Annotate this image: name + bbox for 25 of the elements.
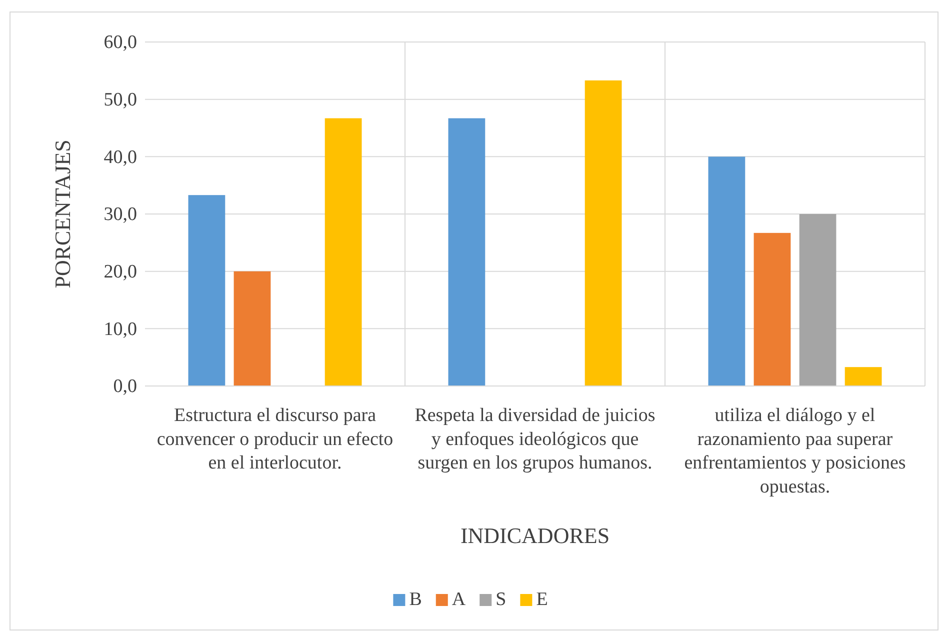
legend-label: B [409, 589, 422, 610]
y-tick-label: 50,0 [104, 89, 137, 110]
y-tick-label: 30,0 [104, 204, 137, 226]
bar [324, 118, 362, 386]
legend-label: E [536, 589, 548, 610]
x-tick-label: Respeta la diversidad de juicios y enfoques ideológicos que surgen en los grupos humanos. [414, 405, 656, 474]
y-tick-label: 40,0 [104, 146, 137, 168]
y-axis-title: PORCENTAJES [50, 140, 75, 288]
x-axis-title: INDICADORES [460, 523, 610, 548]
x-tick-label: Estructura el discurso para convencer o producir un efecto en el interlocutor. [156, 405, 394, 474]
legend-label: A [452, 589, 466, 610]
y-tick-label: 60,0 [104, 32, 137, 54]
bar [188, 195, 226, 386]
bar [584, 80, 622, 386]
legend-label: S [496, 589, 506, 610]
bar [448, 118, 486, 386]
bar [844, 367, 882, 386]
bar [234, 271, 271, 386]
bar [754, 232, 791, 386]
y-tick-label: 20,0 [104, 261, 137, 282]
x-tick-label: utiliza el diálogo y el razonamiento paa superar enfrentamientos y posiciones opuestas. [684, 405, 906, 498]
bar [799, 214, 836, 386]
y-tick-label: 0,0 [113, 376, 137, 398]
bar [708, 156, 746, 386]
y-tick-label: 10,0 [104, 318, 137, 340]
